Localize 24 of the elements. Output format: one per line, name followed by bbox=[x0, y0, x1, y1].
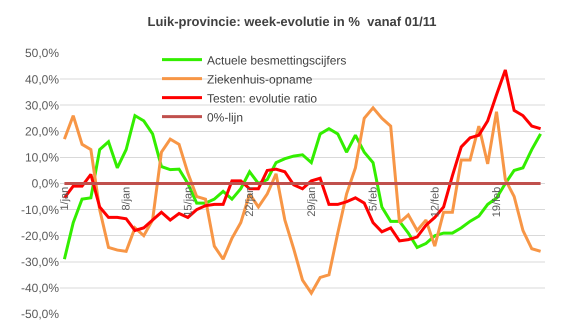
y-tick-label: 0,0% bbox=[32, 176, 60, 191]
x-tick-label: 15/jan bbox=[182, 186, 194, 217]
x-tick-label: 22/jan bbox=[244, 186, 256, 217]
y-tick-label: -30,0% bbox=[20, 255, 60, 269]
y-tick-label: 30,0% bbox=[24, 98, 60, 112]
y-tick-label: -40,0% bbox=[20, 281, 60, 296]
x-tick-label: 29/jan bbox=[306, 186, 318, 217]
x-tick-label: 5/feb bbox=[368, 186, 380, 212]
y-tick-label: 10,0% bbox=[24, 150, 60, 165]
legend-label: Testen: evolutie ratio bbox=[207, 91, 318, 106]
x-tick-label: 8/jan bbox=[120, 186, 133, 211]
legend-label: Actuele besmettingscijfers bbox=[207, 53, 346, 68]
y-tick-label: 40,0% bbox=[24, 72, 60, 86]
legend-label: 0%-lijn bbox=[207, 110, 244, 124]
y-tick-label: 20,0% bbox=[24, 124, 60, 138]
x-tick-label: 1/jan bbox=[58, 186, 71, 211]
y-tick-label: -10,0% bbox=[20, 202, 60, 217]
x-tick-label: 12/feb bbox=[429, 186, 442, 218]
chart-title: Luik-provincie: week-evolutie in % vanaf 01/11 bbox=[148, 14, 436, 29]
legend-label: Ziekenhuis-opname bbox=[207, 72, 313, 86]
x-tick-label: 19/feb bbox=[491, 186, 504, 218]
y-tick-label: -20,0% bbox=[20, 228, 60, 243]
y-tick-label: 50,0% bbox=[24, 46, 60, 60]
y-tick-label: -50,0% bbox=[20, 307, 60, 322]
